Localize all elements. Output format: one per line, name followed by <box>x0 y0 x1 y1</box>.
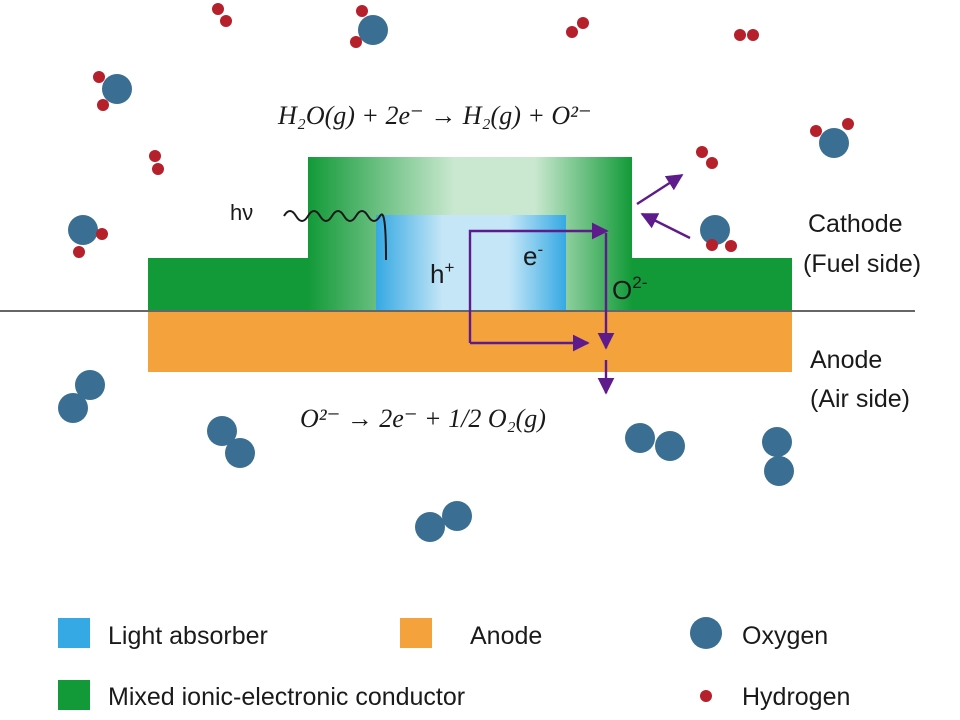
anode-sublabel: (Air side) <box>810 385 910 413</box>
hydrogen-molecule <box>566 17 589 38</box>
hydrogen-release-arrow <box>636 173 684 206</box>
hydrogen-molecule <box>696 146 718 169</box>
legend-label-oxygen: Oxygen <box>742 622 828 650</box>
anode-equation: O²⁻ → 2e⁻ + 1/2 O₂(g) <box>300 404 546 433</box>
legend-label-mixed-conductor: Mixed ionic-electronic conductor <box>108 683 465 711</box>
hydrogen-molecule <box>212 3 232 27</box>
blue-square-icon <box>58 618 90 648</box>
water-molecule <box>93 71 132 111</box>
anode-label: Anode <box>810 346 882 374</box>
oxygen-molecule <box>625 423 685 461</box>
electron-label: e- <box>523 240 543 271</box>
water-molecule <box>350 5 388 48</box>
water-molecule <box>700 215 737 252</box>
oxide-ion-label: O2- <box>612 273 647 305</box>
hydrogen-atom-icon <box>700 690 712 702</box>
legend-label-hydrogen: Hydrogen <box>742 683 850 711</box>
water-molecule <box>68 215 108 258</box>
photon-label: hν <box>230 200 253 225</box>
wavy-line-icon <box>283 210 387 261</box>
orange-square-icon <box>400 618 432 648</box>
electron-path-arrow <box>468 222 609 343</box>
green-square-icon <box>58 680 90 710</box>
water-incoming-arrow <box>640 212 691 240</box>
water-molecule <box>810 118 854 158</box>
cathode-equation: H₂O(g) + 2e⁻ → H₂(g) + O²⁻ <box>277 101 592 130</box>
cathode-label: Cathode <box>808 210 903 238</box>
oxygen-molecule <box>762 427 794 486</box>
oxygen-molecule <box>415 501 472 542</box>
legend-label-light-absorber: Light absorber <box>108 622 268 650</box>
oxygen-atom-icon <box>690 617 722 649</box>
oxygen-molecule <box>207 416 255 468</box>
legend: Light absorber Anode Oxygen Mixed ionic-… <box>58 617 850 711</box>
mixed-conductor-right-wing <box>630 258 792 310</box>
hydrogen-molecule <box>734 29 759 41</box>
legend-label-anode: Anode <box>470 622 542 650</box>
mixed-conductor-left-wing <box>148 258 310 310</box>
cathode-sublabel: (Fuel side) <box>803 250 921 278</box>
hydrogen-molecule <box>149 150 164 175</box>
hole-label: h+ <box>430 258 454 289</box>
oxygen-molecule <box>58 370 105 423</box>
